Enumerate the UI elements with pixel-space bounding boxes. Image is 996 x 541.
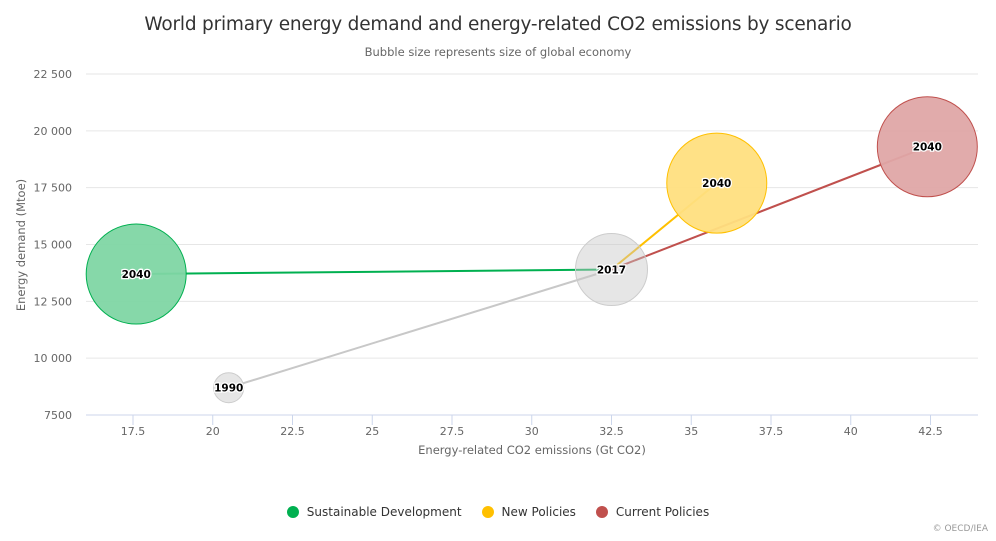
- legend-item-new-policies[interactable]: New Policies: [481, 505, 576, 519]
- chart-title: World primary energy demand and energy-r…: [144, 14, 852, 35]
- line-current-policies: [611, 145, 928, 271]
- bubble-label-history-2017: 2017: [597, 265, 626, 277]
- y-tick-label: 17 500: [34, 182, 73, 195]
- bubble-labels: 2040 2040 2040 1990 2017: [120, 140, 943, 395]
- legend-dot-icon: [286, 506, 299, 518]
- y-tick-label: 12 500: [34, 295, 73, 308]
- x-tick-label: 22.5: [280, 425, 305, 438]
- legend-label: Sustainable Development: [306, 505, 462, 519]
- x-tick-label: 30: [525, 425, 539, 438]
- x-tick-label: 27.5: [440, 425, 465, 438]
- legend-dot-icon: [481, 506, 494, 518]
- line-sustainable-development: [136, 268, 612, 276]
- x-tick-label: 17.5: [121, 425, 146, 438]
- bubble-sustainable-development-2040: [85, 223, 187, 325]
- y-tick-label: 22 500: [34, 68, 73, 81]
- x-tick-label: 40: [844, 425, 858, 438]
- legend-label: New Policies: [501, 505, 576, 519]
- bubble-label-history-1990: 1990: [214, 383, 243, 395]
- x-tick-label: 42.5: [918, 425, 943, 438]
- credits[interactable]: © OECD/IEA: [932, 524, 988, 534]
- legend-dot-icon: [595, 506, 608, 518]
- x-tick-label: 20: [206, 425, 220, 438]
- x-tick-label: 37.5: [759, 425, 784, 438]
- x-axis-title: Energy-related CO2 emissions (Gt CO2): [418, 443, 646, 457]
- y-tick-label: 10 000: [34, 352, 73, 365]
- y-tick-label: 20 000: [34, 125, 73, 138]
- history-line: [228, 268, 612, 389]
- y-tick-label: 15 000: [34, 239, 73, 252]
- gridlines: [86, 73, 978, 359]
- axes: 7500 10 000 12 500 15 000 17 500 20 000 22 500…: [34, 68, 978, 438]
- series-lines: [136, 145, 928, 389]
- bubble-history-2017: [575, 233, 648, 307]
- x-tick-label: 35: [684, 425, 698, 438]
- x-tick-label: 25: [365, 425, 379, 438]
- y-axis-title: Energy demand (Mtoe): [14, 179, 28, 311]
- bubble-current-policies-2040: [876, 96, 978, 198]
- legend-item-sustainable-development[interactable]: Sustainable Development: [286, 505, 462, 519]
- legend-item-current-policies[interactable]: Current Policies: [595, 505, 710, 519]
- legend: Sustainable Development New Policies Cur…: [0, 505, 996, 519]
- bubble-label-new-policies: 2040: [702, 178, 731, 190]
- x-tick-label: 32.5: [599, 425, 624, 438]
- bubble-new-policies-2040: [666, 132, 768, 234]
- bubbles: [85, 96, 978, 404]
- bubble-label-current-policies: 2040: [913, 142, 942, 154]
- legend-label: Current Policies: [615, 505, 710, 519]
- y-tick-label: 7500: [44, 409, 72, 422]
- chart-subtitle: Bubble size represents size of global ec…: [364, 45, 632, 59]
- bubble-label-sustainable-development: 2040: [122, 269, 151, 281]
- bubble-history-1990: [213, 372, 245, 404]
